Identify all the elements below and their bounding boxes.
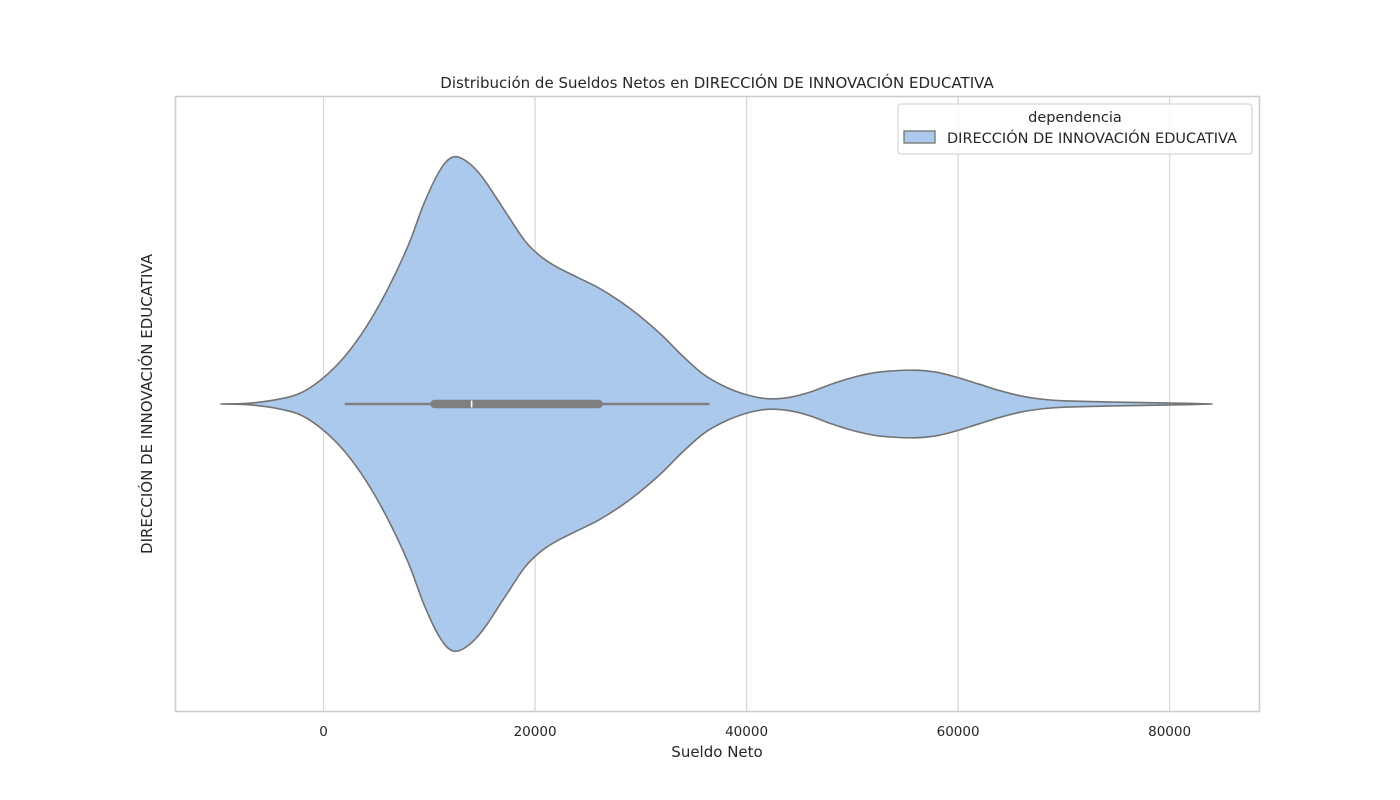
chart-title: Distribución de Sueldos Netos en DIRECCI… (440, 73, 994, 92)
x-tick-label: 20000 (514, 724, 557, 740)
x-tick-labels: 0 20000 40000 60000 80000 (319, 724, 1191, 740)
x-axis-label: Sueldo Neto (671, 743, 762, 761)
legend-swatch (903, 130, 936, 144)
legend-title: dependencia (1028, 110, 1122, 126)
x-tick-label: 80000 (1148, 724, 1191, 740)
legend-entry-label: DIRECCIÓN DE INNOVACIÓN EDUCATIVA (947, 129, 1237, 147)
violin-body (220, 155, 1213, 653)
x-tick-label: 40000 (725, 724, 768, 740)
legend-box (897, 103, 1253, 155)
x-tick-label: 60000 (937, 724, 980, 740)
plot-frame (174, 95, 1261, 713)
y-axis-label: DIRECCIÓN DE INNOVACIÓN EDUCATIVA (137, 253, 156, 554)
legend: dependencia DIRECCIÓN DE INNOVACIÓN EDUC… (897, 103, 1253, 155)
violin-layer (220, 155, 1213, 653)
x-tick-label: 0 (319, 724, 328, 740)
